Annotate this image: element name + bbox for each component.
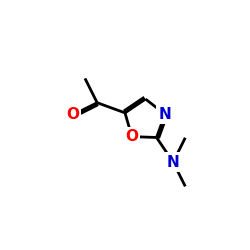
Text: N: N [167, 154, 179, 170]
Text: O: O [66, 108, 79, 122]
Text: N: N [158, 107, 171, 122]
Text: O: O [125, 129, 138, 144]
